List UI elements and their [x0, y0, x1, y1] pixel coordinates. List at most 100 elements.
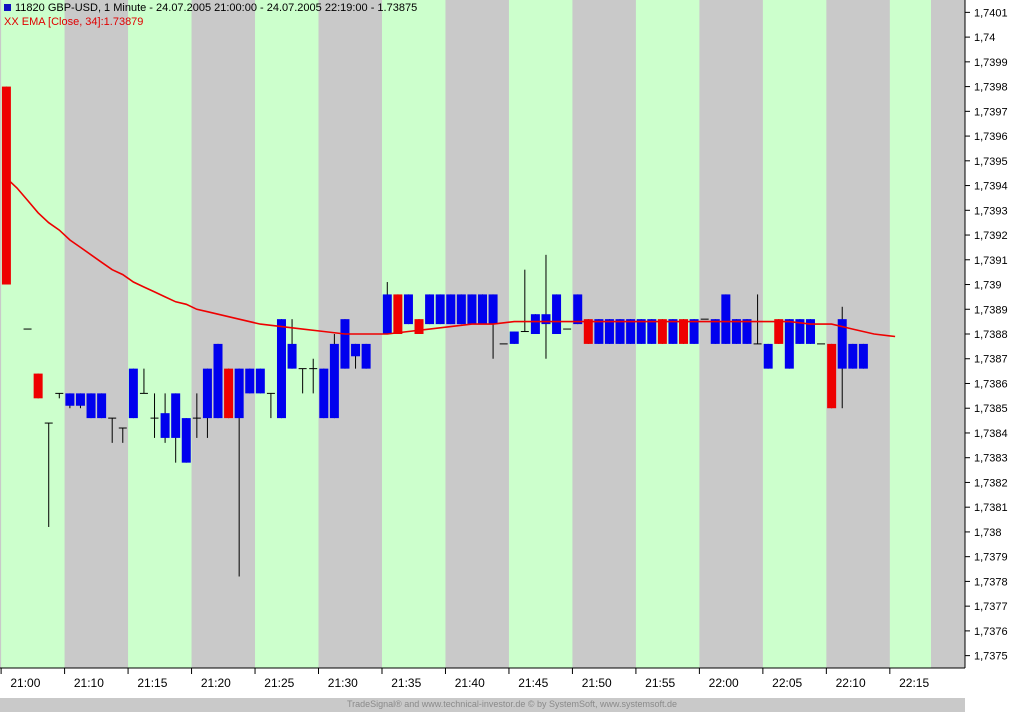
x-tick-label: 21:50 — [582, 676, 612, 690]
candle-body-down — [679, 319, 689, 344]
y-tick-label: 1,7387 — [974, 354, 1008, 366]
x-tick-label: 22:10 — [836, 676, 866, 690]
candle-body-up — [478, 294, 487, 325]
candle-body-up — [276, 319, 286, 419]
y-tick-label: 1,7388 — [974, 329, 1008, 341]
time-band — [762, 0, 827, 668]
candle-body-up — [329, 343, 339, 419]
candle-body-up — [488, 294, 498, 325]
y-tick-label: 1,7379 — [974, 552, 1008, 564]
candle-body-down — [393, 294, 403, 334]
time-band — [508, 0, 573, 668]
candle-body-up — [361, 343, 371, 369]
x-tick-label: 21:10 — [74, 676, 104, 690]
candle-body-up — [75, 393, 85, 406]
chart-title-text: 11820 GBP-USD, 1 Minute - 24.07.2005 21:… — [15, 2, 418, 14]
y-tick-label: 1,7392 — [974, 230, 1008, 242]
y-tick-label: 1,7386 — [974, 378, 1008, 390]
x-tick-label: 21:40 — [455, 676, 485, 690]
candle-body-up — [171, 393, 181, 438]
candle-body-up — [848, 343, 858, 369]
candle-body-up — [97, 393, 107, 419]
candle-body-up — [530, 314, 540, 334]
time-band — [635, 0, 700, 668]
candle-body-up — [403, 294, 413, 325]
candle-body-up — [805, 319, 815, 344]
x-tick-label: 22:05 — [772, 676, 802, 690]
y-tick-label: 1,7395 — [974, 156, 1008, 168]
y-tick-label: 1,7398 — [974, 82, 1008, 94]
candle-body-up — [467, 294, 477, 325]
candle-body-up — [425, 294, 435, 325]
y-tick-label: 1,7401 — [974, 7, 1008, 19]
y-tick-label: 1,7396 — [974, 131, 1008, 143]
candle-body-up — [213, 343, 223, 419]
candle-body-down — [33, 373, 43, 399]
candle-body-up — [456, 294, 466, 325]
candle-body-up — [234, 368, 244, 419]
candle-body-up — [128, 368, 138, 419]
candle-body-up — [784, 319, 794, 369]
candle-body-up — [245, 368, 255, 394]
y-tick-label: 1,738 — [974, 527, 1002, 539]
candle-body-down — [414, 319, 424, 334]
x-tick-label: 21:55 — [645, 676, 675, 690]
candle-body-up — [340, 319, 350, 369]
y-axis-panel — [965, 0, 1024, 712]
candle-body-up — [636, 319, 646, 344]
candle-body-down — [774, 319, 784, 344]
candle-body-up — [552, 294, 562, 334]
y-tick-label: 1,7393 — [974, 205, 1008, 217]
y-tick-label: 1,7383 — [974, 453, 1008, 465]
candle-body-up — [509, 331, 519, 344]
candle-body-up — [689, 319, 699, 344]
candle-body-down — [827, 343, 837, 409]
candle-body-up — [742, 319, 752, 344]
footer-credit: TradeSignal® and www.technical-investor.… — [346, 699, 678, 709]
y-tick-label: 1,7389 — [974, 304, 1008, 316]
candle-body-up — [594, 319, 604, 344]
candle-body-up — [181, 418, 191, 463]
x-tick-label: 21:35 — [391, 676, 421, 690]
y-tick-label: 1,7397 — [974, 106, 1008, 118]
candle-body-up — [573, 294, 583, 325]
candle-body-up — [604, 319, 614, 344]
candle-body-up — [647, 319, 657, 344]
time-band — [128, 0, 192, 668]
candle-body-up — [668, 319, 678, 344]
candle-body-up — [615, 319, 625, 344]
candle-body-up — [287, 343, 297, 369]
candle-body-up — [837, 319, 847, 369]
candle-body-down — [583, 319, 593, 344]
y-tick-label: 1,7384 — [974, 428, 1008, 440]
y-tick-label: 1,7391 — [974, 255, 1008, 267]
candle-body-down — [1, 86, 11, 285]
candle-body-up — [160, 413, 170, 438]
x-tick-label: 21:20 — [201, 676, 231, 690]
candle-body-up — [202, 368, 212, 419]
candle-body-up — [382, 294, 392, 334]
candle-body-up — [65, 393, 75, 406]
ema-line — [5, 177, 896, 338]
x-tick-label: 22:15 — [899, 676, 929, 690]
y-tick-label: 1,7375 — [974, 651, 1008, 663]
candle-body-down — [657, 319, 667, 344]
candle-body-down — [224, 368, 234, 419]
series-marker-icon — [4, 4, 11, 11]
candle-body-up — [446, 294, 456, 325]
time-band — [889, 0, 931, 668]
chart-title: 11820 GBP-USD, 1 Minute - 24.07.2005 21:… — [4, 2, 417, 14]
candle-body-up — [710, 319, 720, 344]
candle-body-up — [319, 368, 329, 419]
y-tick-label: 1,7382 — [974, 477, 1008, 489]
candle-body-up — [731, 319, 741, 344]
x-tick-label: 21:15 — [137, 676, 167, 690]
x-tick-label: 21:45 — [518, 676, 548, 690]
y-tick-label: 1,7377 — [974, 601, 1008, 613]
candle-body-up — [626, 319, 636, 344]
time-band — [255, 0, 319, 668]
x-tick-label: 21:30 — [328, 676, 358, 690]
candle-body-up — [763, 343, 773, 369]
candle-body-up — [435, 294, 445, 325]
y-tick-label: 1,739 — [974, 280, 1002, 292]
